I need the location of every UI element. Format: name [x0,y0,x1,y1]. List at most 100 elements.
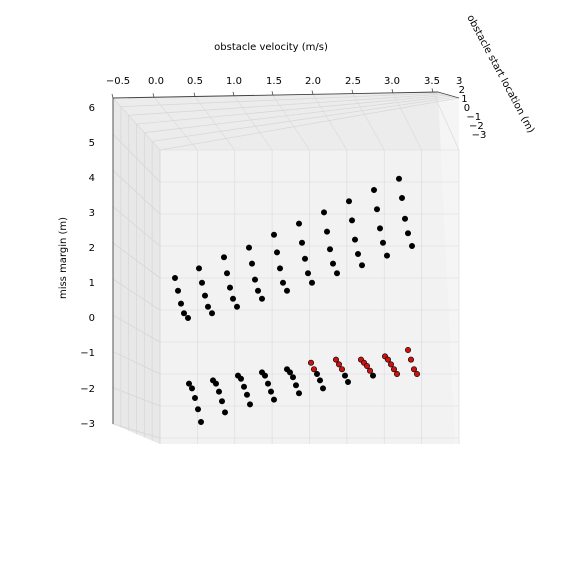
data-point-upper [230,295,237,302]
data-point-collision [390,366,397,373]
data-point-collision [413,370,420,377]
grid-line-top [194,96,236,151]
data-point-upper [279,279,286,286]
x-tick-label: 3.5 [424,76,440,87]
data-point-upper [345,198,352,205]
x-tick-mark [193,92,196,97]
data-point-lower [264,380,271,387]
data-point-lower [295,390,302,397]
data-point-upper [276,265,283,272]
data-point-upper [308,279,315,286]
data-point-upper [221,254,228,261]
data-point-upper [209,310,216,317]
data-point-lower [216,388,223,395]
data-point-upper [379,239,386,246]
data-point-upper [258,295,265,302]
data-point-lower [313,370,320,377]
data-point-upper [199,279,206,286]
grid-line-depth-top [136,94,449,125]
data-point-upper [202,292,209,299]
y-axis-label: miss margin (m) [58,217,69,299]
data-point-lower [186,380,193,387]
grid-line-depth-top [128,93,446,116]
data-point-collision [310,366,317,373]
data-point-lower [219,398,226,405]
data-point-upper [283,287,290,294]
y-tick-label: 0 [89,313,95,324]
data-point-lower [222,409,229,416]
data-point-upper [175,287,182,294]
x-tick-mark [232,91,235,96]
data-point-upper [329,260,336,267]
z-tick-label: 3 [456,76,462,87]
data-point-upper [295,220,302,227]
data-point-upper [408,243,415,250]
data-point-lower [267,388,274,395]
x-tick-label: 1.5 [266,76,282,87]
data-point-collision [366,367,373,374]
data-point-upper [181,310,188,317]
axis-edge [112,91,439,99]
axis-edge [437,91,460,99]
data-point-lower [195,406,202,413]
data-point-lower [238,375,245,382]
data-point-lower [192,394,199,401]
x-tick-label: 1.0 [226,76,242,87]
data-point-upper [373,206,380,213]
tick-labels: −0.5 0.0 0.5 1.0 1.5 2.0 2.5 3.0 3.5−3−2−1012345… [80,76,486,430]
top-pane [113,92,459,150]
data-points [172,175,420,425]
grid-line-top [233,95,273,151]
data-point-lower [247,401,254,408]
data-point-upper [354,251,361,258]
data-point-upper [333,270,340,277]
data-point-lower [341,372,348,379]
x-tick-mark [351,89,354,94]
back-pane [113,92,459,444]
right-pane [438,92,459,444]
x-tick-label: 2.0 [305,76,321,87]
data-point-upper [348,217,355,224]
y-tick-label: 5 [89,138,95,149]
x-tick-mark [431,88,434,93]
x-tick-mark [111,93,114,99]
y-tick-label: 2 [89,243,95,254]
grid-line-depth-top [152,96,456,142]
data-point-upper [246,244,253,251]
data-point-lower [189,385,196,392]
z-tick-label: 0 [464,103,470,114]
data-point-upper [398,195,405,202]
x-tick-label: −0.5 [106,76,130,87]
data-point-collision [407,356,414,363]
data-point-upper [326,246,333,253]
data-point-lower [344,378,351,385]
z-tick-label: 2 [459,85,465,96]
x-tick-label: 3.0 [384,76,400,87]
data-point-collision [384,356,391,363]
data-point-upper [401,215,408,222]
data-point-upper [270,231,277,238]
z-tick-label: −1 [466,112,481,123]
data-point-collision [393,370,400,377]
data-point-upper [255,287,262,294]
data-point-upper [301,255,308,262]
data-point-upper [323,228,330,235]
x-tick-mark [152,93,155,98]
y-tick-label: 6 [89,103,95,114]
y-tick-label: −3 [80,419,95,430]
data-point-lower [213,380,220,387]
y-tick-label: −1 [80,348,95,359]
x-tick-label: 2.5 [345,76,361,87]
z-tick-label: −3 [472,130,487,141]
data-point-lower [241,383,248,390]
data-point-lower [270,396,277,403]
x-tick-label: 0.0 [148,76,164,87]
data-point-upper [395,175,402,182]
grid-line-top [312,94,348,151]
data-point-upper [178,300,185,307]
data-point-lower [198,418,205,425]
y-tick-label: 1 [89,278,95,289]
data-point-collision [335,361,342,368]
y-tick-label: −2 [80,384,95,395]
